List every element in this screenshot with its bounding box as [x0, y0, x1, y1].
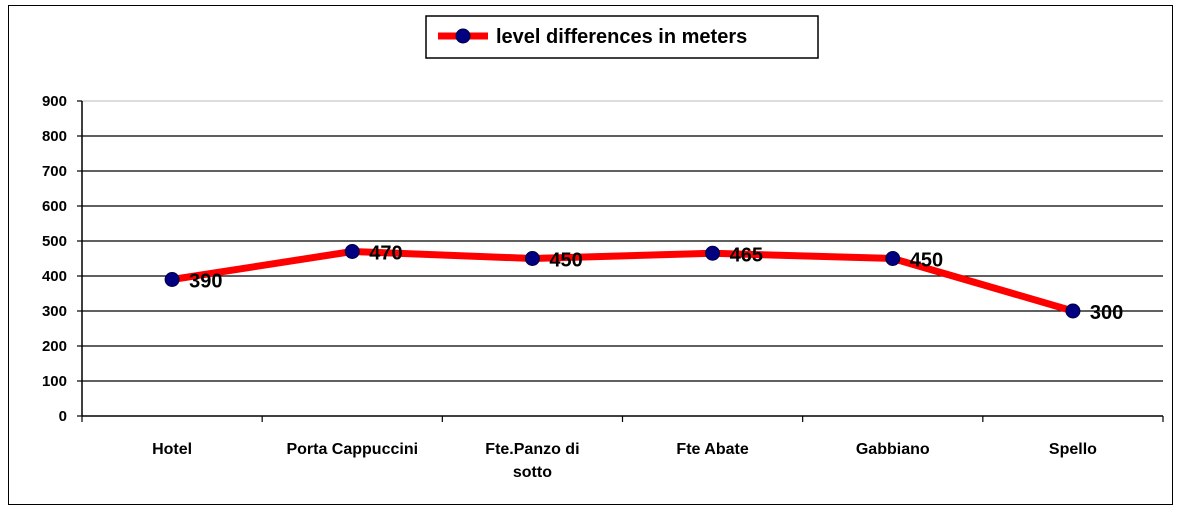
y-tick-label-700: 700 [42, 163, 67, 180]
y-tick-label-100: 100 [42, 373, 67, 390]
data-label-2: 450 [549, 250, 582, 272]
y-tick-label-500: 500 [42, 233, 67, 250]
data-point-5 [1065, 303, 1081, 319]
y-tick-label-600: 600 [42, 198, 67, 215]
gridlines [82, 100, 1163, 382]
series-group [164, 244, 1081, 319]
x-tick-label-3: Fte Abate [676, 441, 748, 458]
y-tick-label-800: 800 [42, 128, 67, 145]
legend-label: level differences in meters [496, 26, 747, 48]
x-tick-labels: Hotel Porta Cappuccini Fte.Panzo di sotto Ft… [152, 441, 1097, 481]
data-label-3: 465 [730, 244, 763, 266]
y-tick-label-200: 200 [42, 338, 67, 355]
axes [77, 100, 1164, 422]
x-tick-label-0: Hotel [152, 441, 192, 458]
data-label-1: 470 [369, 243, 402, 265]
y-tick-labels: 0 100 200 300 400 500 600 700 800 900 [42, 93, 67, 425]
data-labels: 390 470 450 465 450 300 [189, 243, 1123, 325]
x-tick-label-4: Gabbiano [856, 441, 930, 458]
data-point-2 [524, 251, 540, 266]
y-tick-label-400: 400 [42, 268, 67, 285]
series-line-0 [171, 248, 1074, 315]
legend-marker-swatch [455, 28, 471, 44]
data-point-1 [344, 244, 360, 259]
data-point-4 [885, 251, 901, 266]
legend: level differences in meters [425, 15, 819, 59]
data-label-4: 450 [910, 250, 943, 272]
data-label-5: 300 [1090, 302, 1123, 324]
x-tick-label-2: Fte.Panzo di sotto [485, 441, 579, 481]
x-tick-label-1: Porta Cappuccini [286, 441, 418, 458]
data-point-0 [164, 272, 180, 287]
x-tick-label-5: Spello [1049, 441, 1097, 458]
data-point-3 [705, 245, 721, 261]
y-tick-label-0: 0 [59, 408, 67, 425]
y-tick-label-300: 300 [42, 303, 67, 320]
legend-box [425, 15, 819, 59]
data-label-0: 390 [189, 271, 222, 293]
y-tick-label-900: 900 [42, 93, 67, 110]
